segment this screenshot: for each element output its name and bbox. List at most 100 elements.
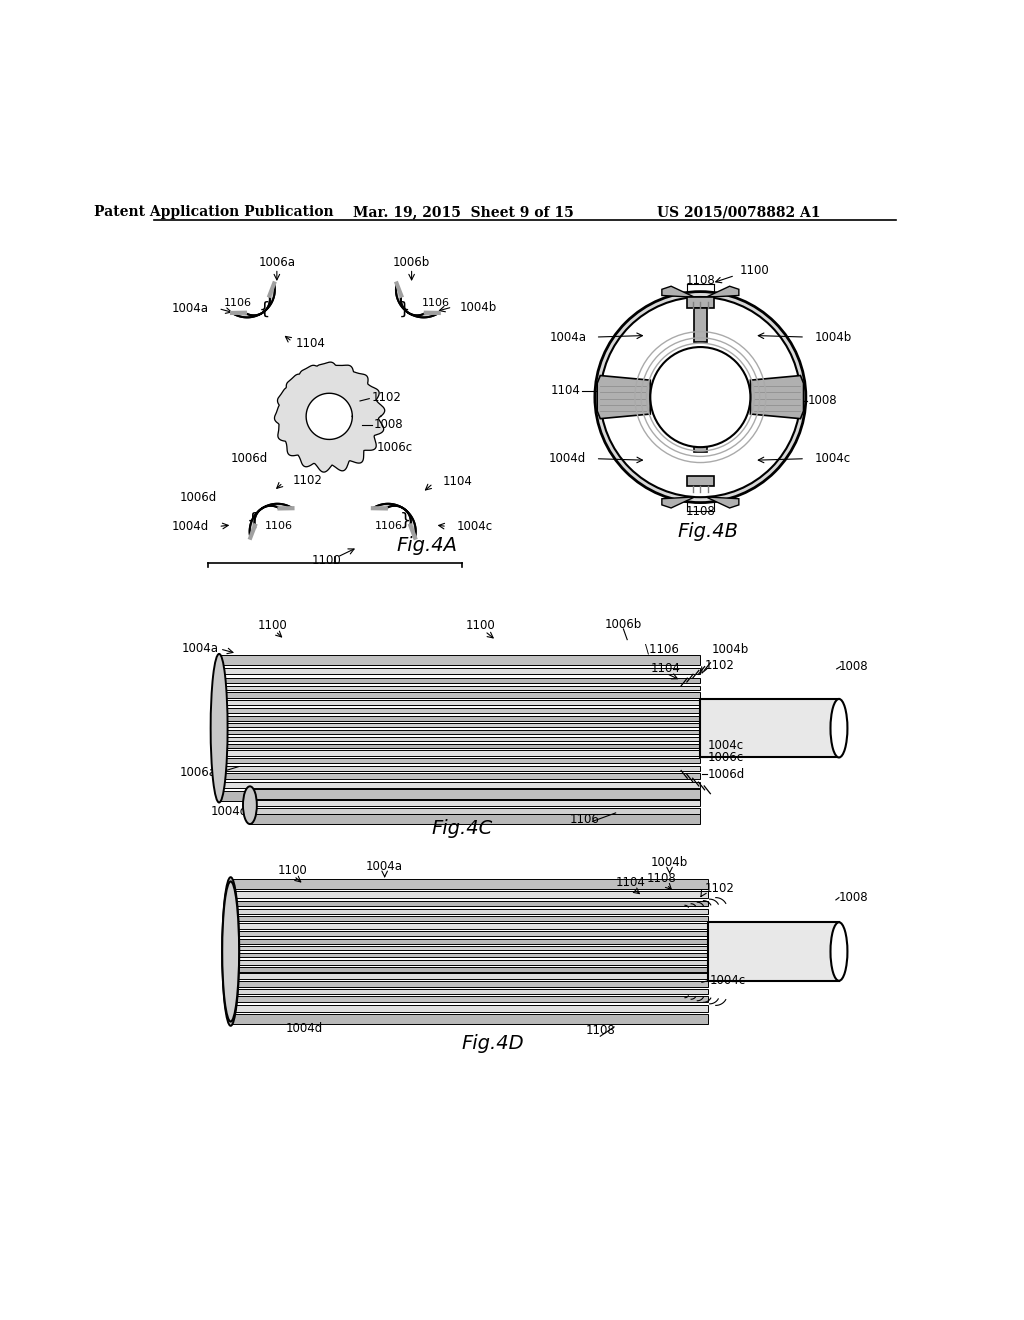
Bar xyxy=(230,973,708,979)
Text: 1004d: 1004d xyxy=(211,805,249,818)
Text: 1102: 1102 xyxy=(705,659,734,672)
Text: 1100: 1100 xyxy=(258,619,288,632)
Text: 1006c: 1006c xyxy=(708,751,744,764)
Text: Fig.4B: Fig.4B xyxy=(678,523,738,541)
Ellipse shape xyxy=(595,292,806,503)
Text: }: } xyxy=(399,301,411,318)
Text: 1106: 1106 xyxy=(570,813,600,825)
Ellipse shape xyxy=(222,882,240,1022)
Bar xyxy=(230,924,708,929)
Bar xyxy=(230,1006,708,1011)
Text: 1106: 1106 xyxy=(264,520,293,531)
Bar xyxy=(230,891,708,898)
Polygon shape xyxy=(662,498,694,508)
Bar xyxy=(219,723,700,727)
Bar xyxy=(230,953,708,957)
Bar xyxy=(219,715,700,721)
Text: 1004a: 1004a xyxy=(172,302,209,315)
Text: 1004b: 1004b xyxy=(651,857,688,870)
Text: 1104: 1104 xyxy=(295,337,326,350)
Text: 1008: 1008 xyxy=(374,418,403,432)
Text: 1100: 1100 xyxy=(466,619,496,632)
Polygon shape xyxy=(306,393,352,440)
Bar xyxy=(230,997,708,1002)
Bar xyxy=(219,750,700,755)
Text: \1106: \1106 xyxy=(645,643,679,656)
Bar xyxy=(230,909,708,913)
Text: 1100: 1100 xyxy=(312,554,342,566)
Bar xyxy=(708,923,839,981)
Text: 1006b: 1006b xyxy=(393,256,430,269)
Bar xyxy=(219,677,700,684)
Text: 1004d: 1004d xyxy=(286,1022,323,1035)
Bar xyxy=(230,932,708,936)
Bar xyxy=(219,758,700,763)
Bar xyxy=(219,730,700,734)
Text: 1102: 1102 xyxy=(292,474,323,487)
Text: 1004c: 1004c xyxy=(814,453,851,465)
Bar xyxy=(219,668,700,675)
Text: 1006d: 1006d xyxy=(708,768,745,781)
Text: 1004b: 1004b xyxy=(712,643,750,656)
Bar xyxy=(694,308,707,342)
Text: 1006a: 1006a xyxy=(180,767,217,779)
Bar xyxy=(230,989,708,994)
Bar xyxy=(230,966,708,972)
Polygon shape xyxy=(751,376,804,418)
Polygon shape xyxy=(707,286,739,297)
Text: 1006b: 1006b xyxy=(605,618,642,631)
Polygon shape xyxy=(662,286,694,297)
Text: 1108: 1108 xyxy=(647,871,677,884)
Ellipse shape xyxy=(243,787,257,824)
Text: 1008: 1008 xyxy=(808,395,838,408)
Text: 1004c: 1004c xyxy=(457,520,493,533)
Text: 1006c: 1006c xyxy=(377,441,413,454)
Text: 1100: 1100 xyxy=(739,264,769,277)
Bar xyxy=(219,781,700,788)
Bar xyxy=(230,981,708,986)
Bar xyxy=(686,297,714,308)
Text: 1104: 1104 xyxy=(551,384,581,397)
Text: 1108: 1108 xyxy=(685,504,715,517)
Text: }: } xyxy=(399,511,412,529)
Bar xyxy=(219,700,700,705)
Bar xyxy=(219,693,700,698)
Text: 1004c: 1004c xyxy=(710,974,745,987)
Text: US 2015/0078882 A1: US 2015/0078882 A1 xyxy=(657,206,820,219)
Polygon shape xyxy=(707,498,739,508)
Text: 1004a: 1004a xyxy=(182,643,219,656)
Polygon shape xyxy=(250,504,293,537)
Text: 1104: 1104 xyxy=(616,875,646,888)
Bar xyxy=(230,940,708,944)
Polygon shape xyxy=(396,284,438,317)
Ellipse shape xyxy=(830,700,848,758)
Ellipse shape xyxy=(600,297,801,498)
Text: 1108: 1108 xyxy=(586,1024,615,1038)
Text: 1004b: 1004b xyxy=(460,301,498,314)
Bar xyxy=(219,743,700,748)
Ellipse shape xyxy=(830,923,848,981)
Text: 1006d: 1006d xyxy=(230,453,267,465)
Polygon shape xyxy=(274,362,385,473)
Text: Fig.4A: Fig.4A xyxy=(396,536,457,556)
Text: 1008: 1008 xyxy=(839,891,868,904)
Text: Patent Application Publication: Patent Application Publication xyxy=(94,206,334,219)
Text: 1004c: 1004c xyxy=(708,739,744,751)
Text: Mar. 19, 2015  Sheet 9 of 15: Mar. 19, 2015 Sheet 9 of 15 xyxy=(353,206,573,219)
Text: Fig.4C: Fig.4C xyxy=(431,818,493,838)
Text: 1004a: 1004a xyxy=(367,861,403,874)
Text: 1102: 1102 xyxy=(705,882,734,895)
Bar xyxy=(250,808,700,813)
Text: 1106: 1106 xyxy=(224,298,252,308)
Text: 1100: 1100 xyxy=(278,865,307,878)
Text: 1006a: 1006a xyxy=(258,256,295,269)
Bar xyxy=(219,737,700,742)
Text: 1104: 1104 xyxy=(651,661,681,675)
Bar xyxy=(230,1014,708,1024)
Text: 1004d: 1004d xyxy=(172,520,209,533)
Bar xyxy=(230,879,708,888)
Text: {: { xyxy=(259,301,270,318)
Bar xyxy=(219,708,700,713)
Bar xyxy=(230,960,708,965)
Polygon shape xyxy=(373,504,416,537)
